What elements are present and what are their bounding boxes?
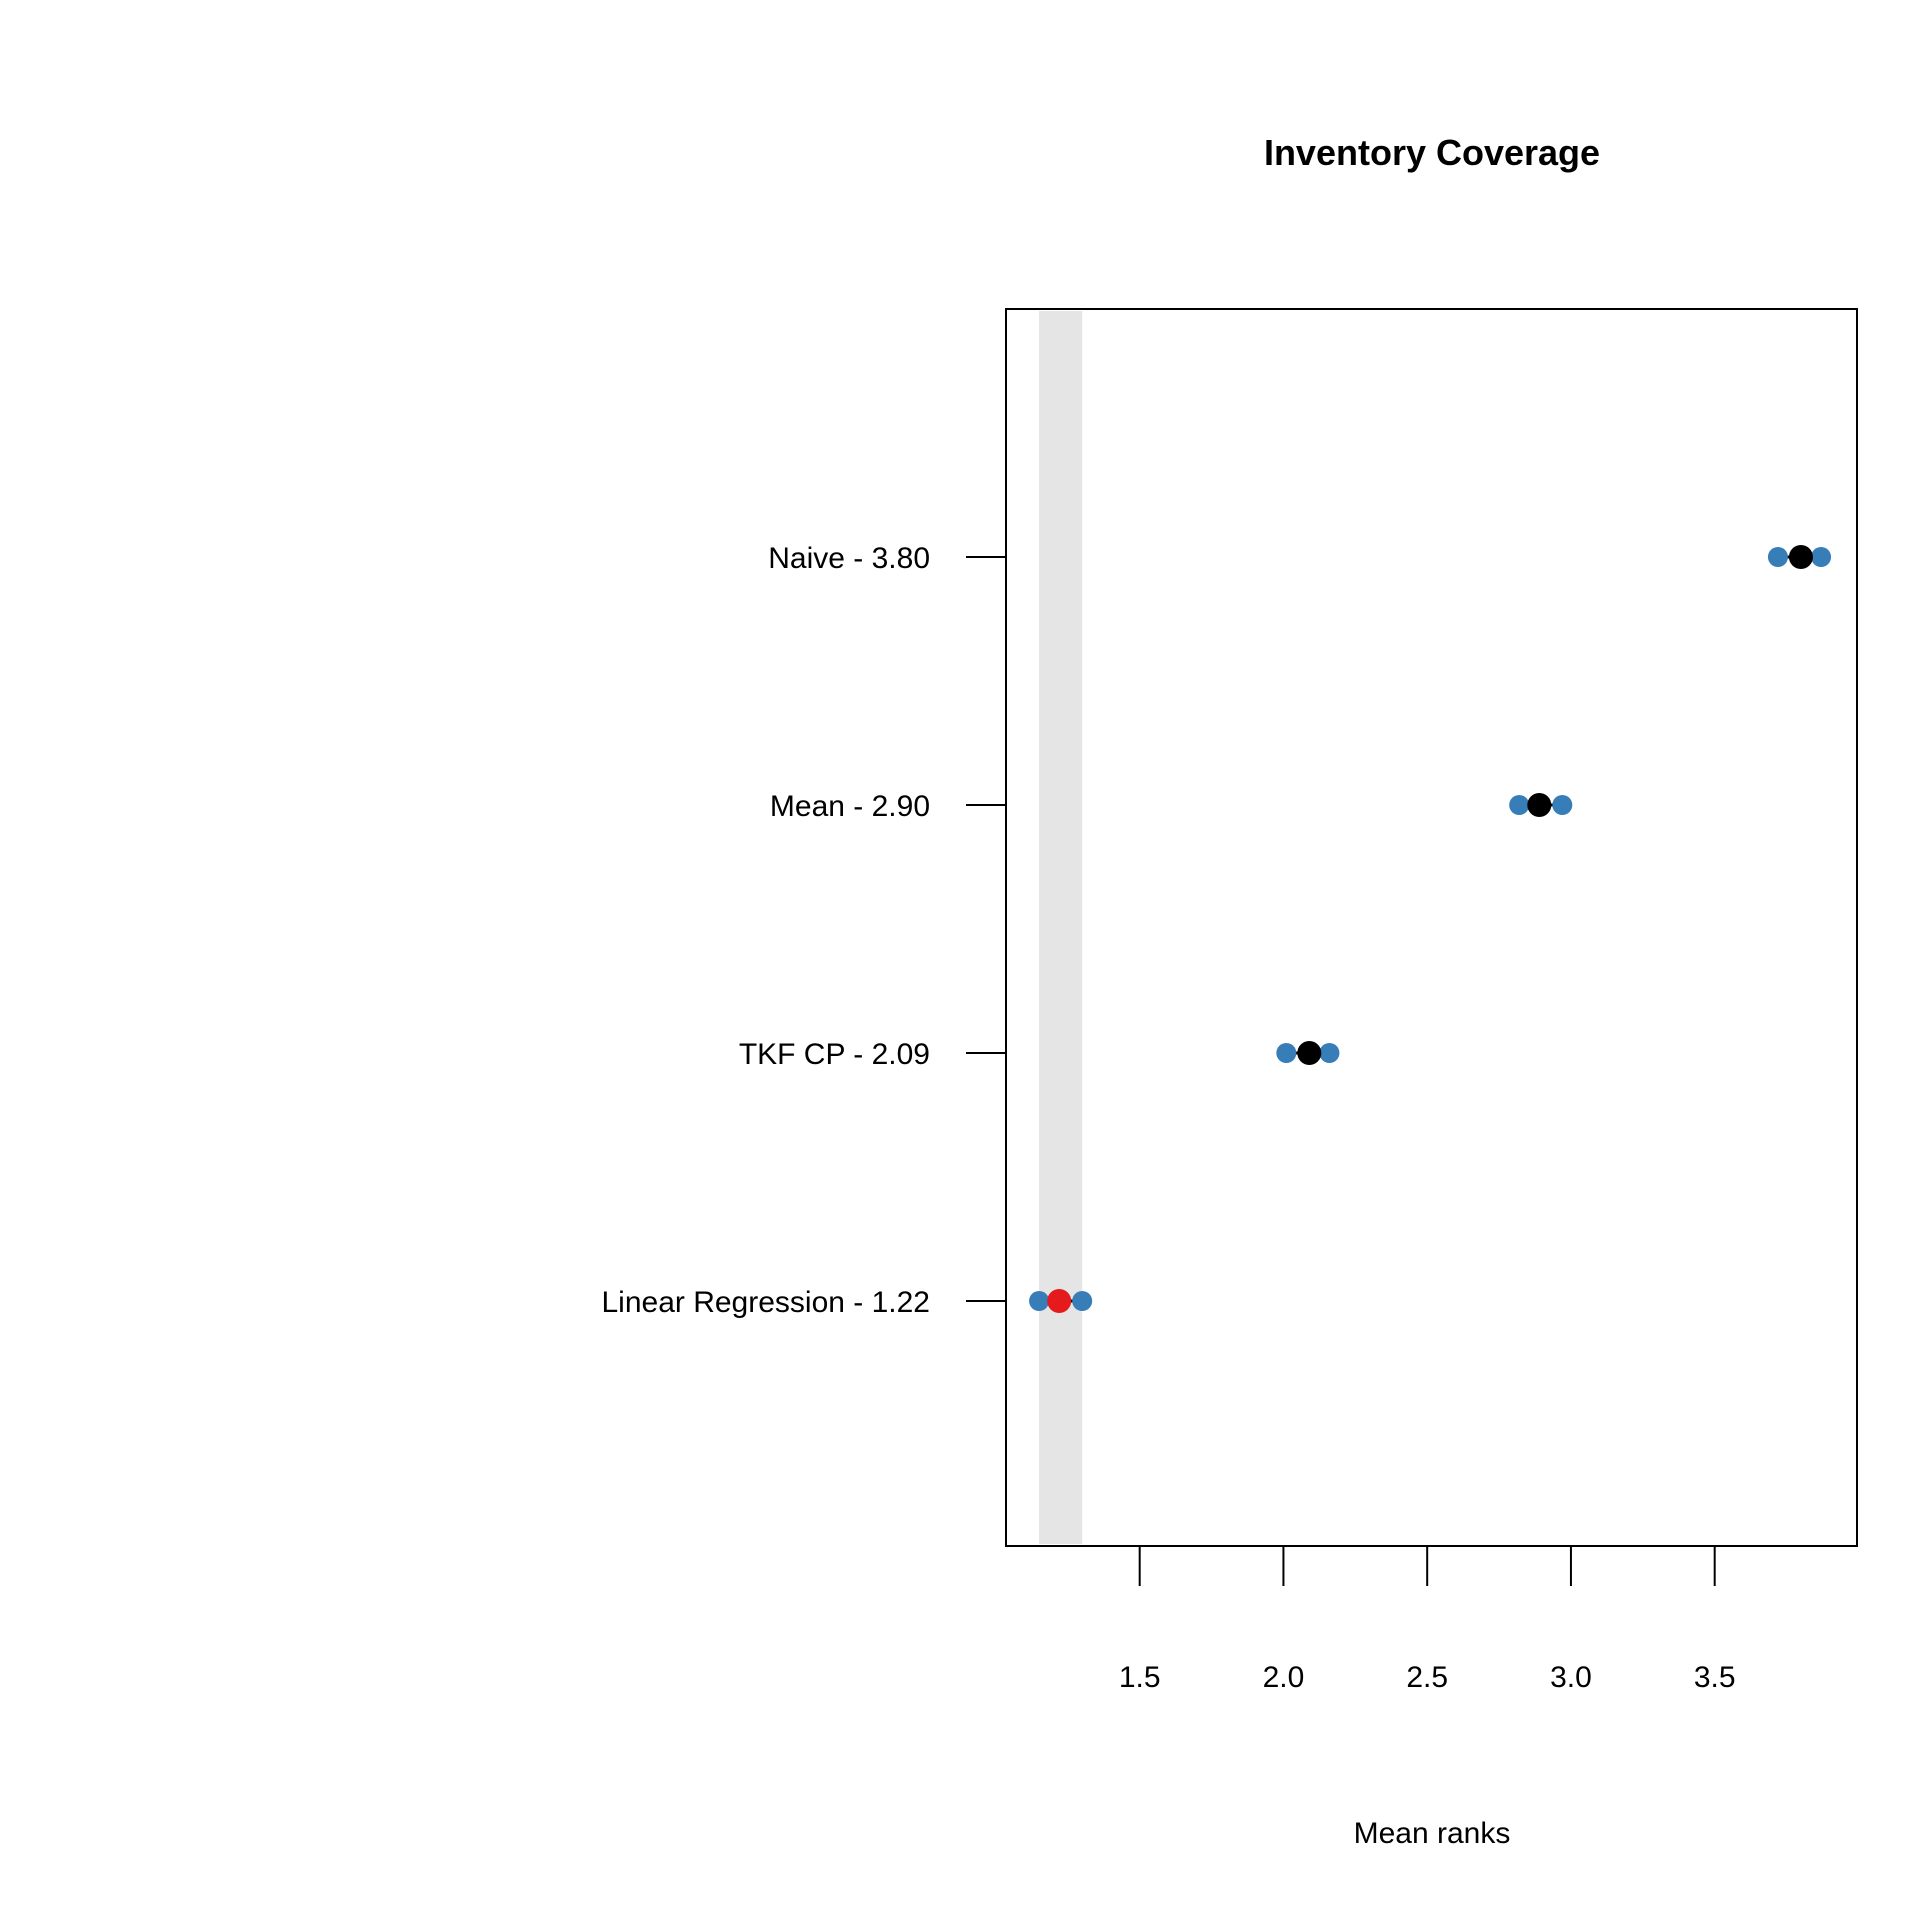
x-tick-label: 1.5 [1119,1661,1161,1694]
point-layer [1029,545,1832,1313]
interval-low-point [1029,1291,1050,1311]
interval-high-point [1811,547,1832,567]
mean-rank-point [1047,1289,1072,1313]
x-tick-label: 3.0 [1550,1661,1592,1694]
chart-title: Inventory Coverage [1264,132,1600,173]
plot-frame [1005,308,1858,1547]
x-tick-label: 2.5 [1406,1661,1448,1694]
interval-low-point [1509,795,1530,815]
mean-rank-point [1788,545,1813,569]
method-label: Naive - 3.80 [768,542,930,575]
y-tick-layer: Naive - 3.80 Mean - 2.90 TKF CP - 2.09 Line… [601,542,1006,1319]
x-axis-label: Mean ranks [1354,1817,1511,1850]
interval-high-point [1319,1043,1340,1063]
x-tick-layer: 1.5 2.0 2.5 3.0 3.5 [1119,1546,1736,1694]
interval-low-point [1767,547,1788,567]
interval-low-point [1276,1043,1297,1063]
mean-rank-point [1297,1041,1322,1065]
method-label: Mean - 2.90 [770,790,930,823]
method-label: TKF CP - 2.09 [739,1038,930,1071]
method-label: Linear Regression - 1.22 [601,1286,930,1319]
interval-high-point [1072,1291,1093,1311]
critical-band [1039,311,1083,1544]
interval-high-point [1552,795,1573,815]
critical-band-layer [1039,311,1083,1544]
x-tick-label: 2.0 [1263,1661,1305,1694]
x-tick-label: 3.5 [1694,1661,1736,1694]
mean-rank-point [1527,793,1552,817]
